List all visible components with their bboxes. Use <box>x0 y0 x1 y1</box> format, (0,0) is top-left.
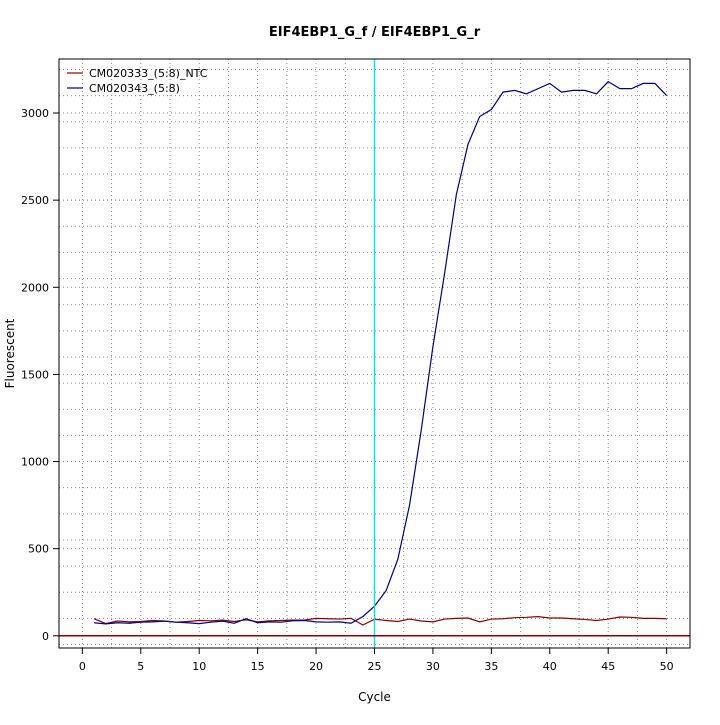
x-tick-label: 35 <box>484 660 498 673</box>
y-tick-label: 0 <box>42 630 49 643</box>
y-tick-label: 3000 <box>21 107 49 120</box>
x-tick-label: 40 <box>543 660 557 673</box>
x-axis-label: Cycle <box>358 690 391 704</box>
x-tick-label: 50 <box>660 660 674 673</box>
y-tick-label: 1000 <box>21 456 49 469</box>
chart-title: EIF4EBP1_G_f / EIF4EBP1_G_r <box>269 25 481 40</box>
x-tick-label: 25 <box>368 660 382 673</box>
legend: CM020333_(5:8)_NTC CM020343_(5:8) <box>67 67 208 95</box>
series-line-2 <box>93 80 668 625</box>
x-tick-label: 5 <box>137 660 144 673</box>
x-tick-label: 45 <box>601 660 615 673</box>
x-tick-label: 20 <box>309 660 323 673</box>
y-tick-label: 1500 <box>21 368 49 381</box>
legend-label-1: CM020333_(5:8)_NTC <box>89 67 208 80</box>
y-tick-label: 2000 <box>21 281 49 294</box>
y-tick-label: 2500 <box>21 194 49 207</box>
legend-label-2: CM020343_(5:8) <box>89 82 180 95</box>
y-tick-label: 500 <box>28 543 49 556</box>
x-tick-label: 15 <box>251 660 265 673</box>
series-line-1 <box>93 616 667 626</box>
x-tick-label: 10 <box>192 660 206 673</box>
y-axis-label: Fluorescent <box>3 318 17 388</box>
x-tick-label: 0 <box>79 660 86 673</box>
x-tick-label: 30 <box>426 660 440 673</box>
